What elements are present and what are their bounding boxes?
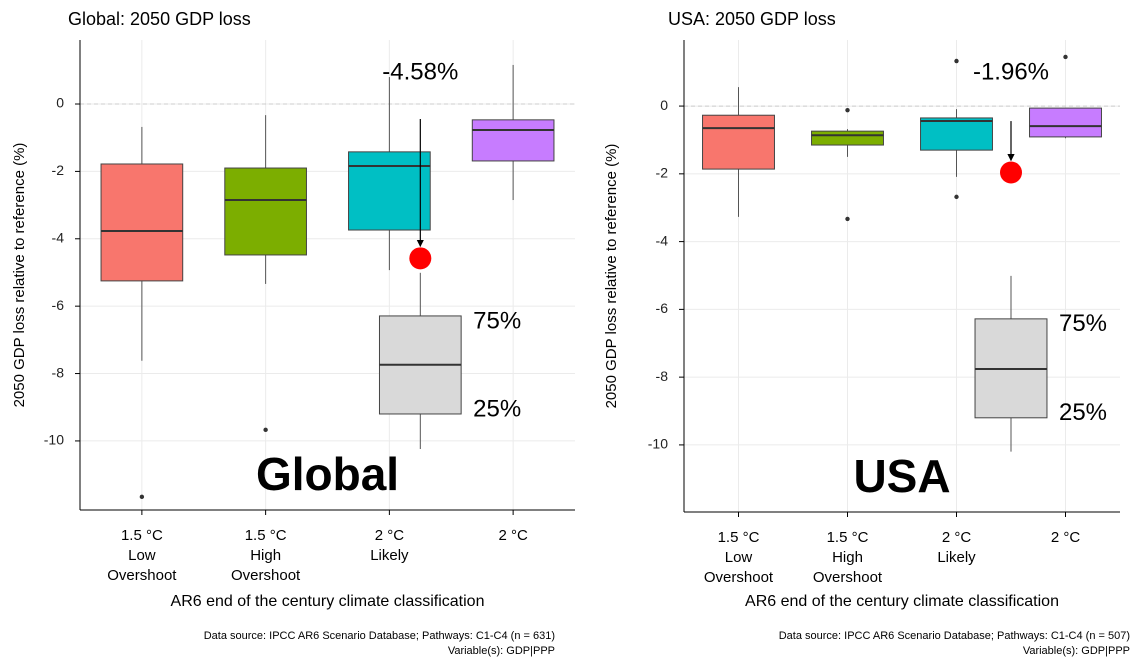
x-tick-label-line: Likely	[370, 547, 409, 564]
x-tick-label-line: Overshoot	[231, 567, 301, 584]
box-body	[224, 167, 307, 256]
box-body	[348, 151, 431, 231]
outlier	[139, 494, 145, 500]
y-tick-label: -10	[44, 432, 64, 448]
x-tick-label-line: High	[832, 549, 863, 566]
x-tick-label: 1.5 °C Low Overshoot	[107, 527, 177, 584]
x-tick-label-line: 1.5 °C	[718, 529, 760, 546]
y-tick-label: -8	[656, 368, 669, 384]
highlight-point	[409, 247, 432, 270]
x-tick-label: 1.5 °C High Overshoot	[813, 529, 883, 586]
x-tick-label: 2 °C Likely	[937, 529, 976, 566]
x-tick-label: 2 °C Likely	[370, 527, 409, 564]
variable-note: Variable(s): GDP|PPP	[1023, 645, 1130, 657]
x-tick-label-line: 2 °C	[498, 527, 528, 544]
outlier	[1063, 54, 1068, 60]
x-tick-label: 2 °C	[498, 527, 528, 544]
y-tick-label: -6	[656, 300, 669, 316]
x-tick-label: 2 °C	[1051, 529, 1081, 546]
inset-upper-label: 75%	[473, 307, 521, 334]
x-tick-label-line: 2 °C	[1051, 529, 1081, 546]
outlier	[954, 58, 959, 64]
highlight-label: -4.58%	[382, 58, 458, 85]
x-tick-label-line: Low	[128, 547, 156, 564]
y-tick-label: -2	[656, 165, 669, 181]
box-body	[920, 117, 993, 151]
box-body	[1029, 107, 1102, 138]
y-tick-label: -6	[52, 297, 65, 313]
y-tick-label: 0	[56, 95, 64, 111]
inset-lower-label: 25%	[473, 395, 521, 422]
source-note: Data source: IPCC AR6 Scenario Database;…	[779, 630, 1130, 642]
x-axis-label: AR6 end of the century climate classific…	[745, 593, 1059, 610]
x-tick-label: 1.5 °C Low Overshoot	[704, 529, 774, 586]
chart-title: Global: 2050 GDP loss	[68, 9, 251, 29]
source-note: Data source: IPCC AR6 Scenario Database;…	[204, 630, 555, 642]
watermark: Global	[256, 448, 399, 500]
x-tick-label-line: Overshoot	[704, 569, 774, 586]
highlight-point	[1000, 161, 1022, 184]
x-tick-label-line: 2 °C	[375, 527, 405, 544]
y-tick-label: -8	[52, 364, 65, 380]
y-tick-label: 0	[660, 97, 668, 113]
outlier	[845, 107, 850, 113]
y-axis-label: 2050 GDP loss relative to reference (%)	[603, 144, 620, 409]
outlier	[263, 427, 268, 433]
x-tick-label-line: 1.5 °C	[827, 529, 869, 546]
variable-note: Variable(s): GDP|PPP	[448, 645, 555, 657]
box-body	[702, 114, 775, 170]
x-tick-label-line: High	[250, 547, 281, 564]
x-tick-label-line: Low	[725, 549, 753, 566]
y-tick-label: -2	[52, 162, 65, 178]
inset-upper-label: 75%	[1059, 310, 1107, 337]
inset-lower-label: 25%	[1059, 399, 1107, 426]
box-body	[471, 119, 555, 162]
box-body	[811, 130, 884, 146]
x-tick-label-line: Overshoot	[107, 567, 177, 584]
x-tick-label-line: 2 °C	[942, 529, 972, 546]
x-tick-label-line: Overshoot	[813, 569, 883, 586]
y-tick-label: -10	[648, 436, 668, 452]
chart-title: USA: 2050 GDP loss	[668, 9, 836, 29]
x-axis-label: AR6 end of the century climate classific…	[171, 593, 485, 610]
highlight-label: -1.96%	[973, 58, 1049, 85]
y-axis-label: 2050 GDP loss relative to reference (%)	[11, 143, 28, 408]
x-tick-label-line: Likely	[937, 549, 976, 566]
x-tick-label-line: 1.5 °C	[245, 527, 287, 544]
y-tick-label: -4	[52, 229, 65, 245]
x-tick-label: 1.5 °C High Overshoot	[231, 527, 301, 584]
watermark: USA	[853, 450, 950, 502]
x-tick-label-line: 1.5 °C	[121, 527, 163, 544]
outlier	[954, 194, 959, 200]
outlier	[845, 216, 850, 222]
box-body	[100, 163, 184, 282]
y-tick-label: -4	[656, 232, 669, 248]
